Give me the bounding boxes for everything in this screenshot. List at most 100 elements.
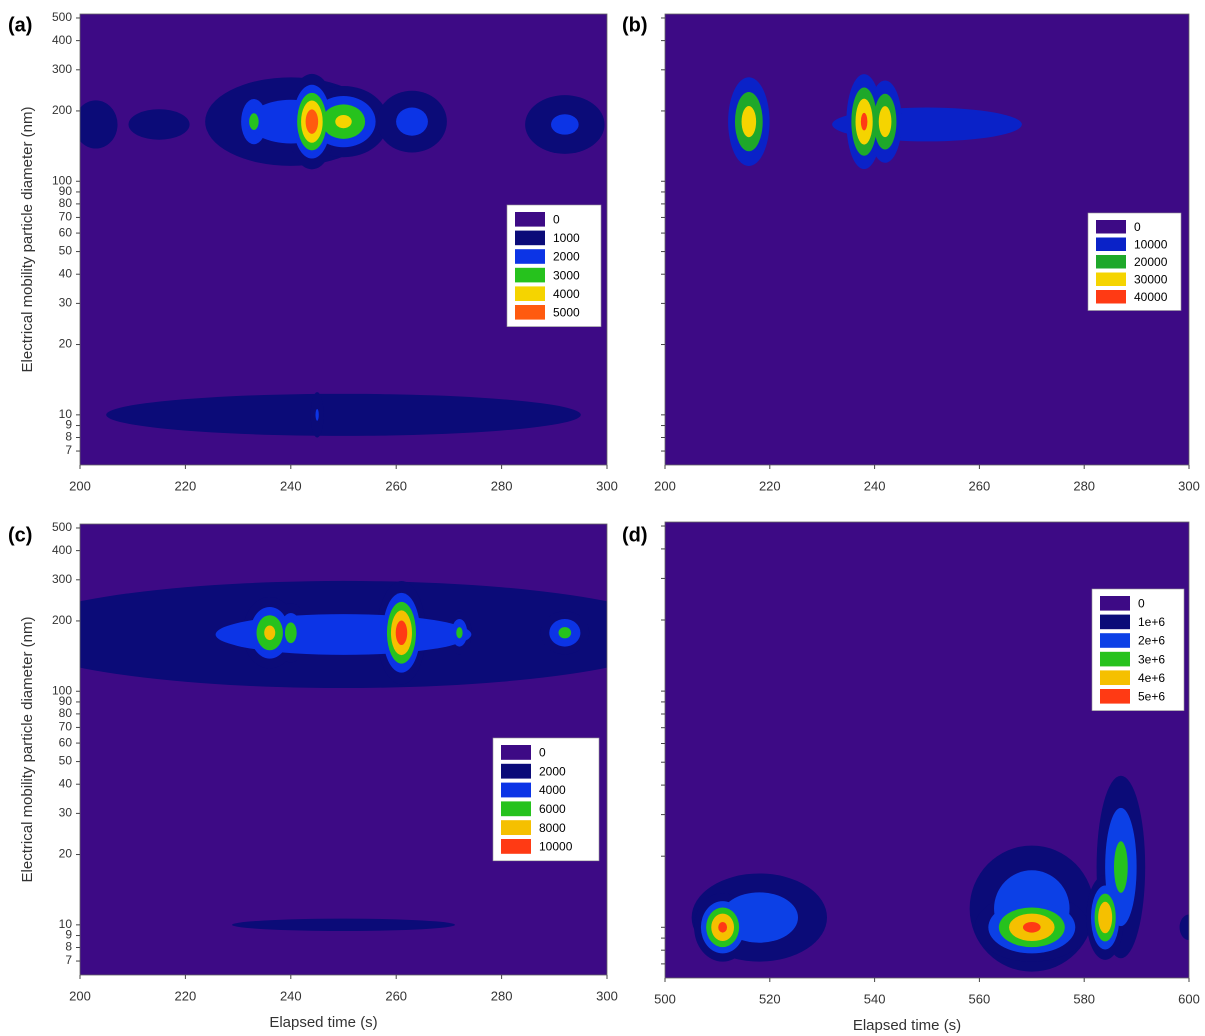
x-tick-label: 560 [969,991,991,1006]
plot-frame [664,521,1190,979]
y-tick-label: 60 [59,225,73,239]
contour-band [878,106,892,138]
legend-swatch [1100,689,1130,704]
legend-swatch [515,212,545,227]
plot-area [80,524,607,975]
y-tick-label: 400 [52,33,72,47]
contour-band [1098,901,1113,934]
y-tick-label: 50 [59,244,73,258]
legend-label: 1e+6 [1138,615,1165,629]
y-tick-label: 20 [59,847,73,861]
x-tick-label: 300 [596,478,618,493]
contour-band [1179,914,1189,941]
chart-panel: 200 220 240 260 280 3007891020304050607080901… [8,520,618,1031]
x-tick-label: 240 [280,478,302,493]
x-tick-label: 260 [385,988,407,1003]
contour-band [315,409,319,421]
y-tick-label: 500 [52,10,72,24]
x-tick-label: 220 [759,478,781,493]
y-tick-label: 70 [59,720,73,734]
panel-label: (a) [8,14,32,36]
y-tick-label: 8 [65,430,72,444]
legend-label: 4000 [553,287,580,301]
legend-swatch [1100,651,1130,667]
y-tick-label: 40 [59,776,73,790]
legend-swatch [515,267,545,283]
y-tick-label: 60 [59,735,73,749]
plot-frame [79,13,608,466]
legend-label: 8000 [539,821,566,835]
contour-band [264,625,276,641]
y-tick-label: 30 [59,296,73,310]
x-tick-label: 540 [864,991,886,1006]
y-tick-label: 200 [52,103,72,117]
legend-label: 2000 [553,250,580,264]
contour-band [232,918,455,932]
y-axis-label: Electrical mobility particle diameter (n… [19,617,36,883]
y-tick-label: 7 [65,953,72,967]
x-tick-label: 300 [1178,478,1200,493]
legend-label: 40000 [1134,290,1168,304]
contour-band [1114,841,1128,893]
legend-swatch [501,801,531,817]
y-tick-label: 8 [65,940,72,954]
y-tick-label: 10 [59,917,73,931]
contour-band [128,109,190,140]
legend-label: 2000 [539,764,566,778]
contour-band [396,107,428,136]
contour-band [456,627,463,639]
legend-label: 0 [1138,596,1145,610]
contour-band [558,627,572,639]
panel-label: (c) [8,524,32,546]
plot-area [665,522,1189,978]
legend-swatch [1096,272,1126,286]
plot-frame [79,523,608,976]
legend-swatch [515,249,545,264]
y-tick-label: 300 [52,572,72,586]
legend-swatch [1100,596,1130,611]
legend-label: 0 [1134,220,1141,234]
legend-swatch [515,230,545,246]
y-tick-label: 80 [59,706,73,720]
legend-label: 0 [553,212,560,226]
y-tick-label: 200 [52,613,72,627]
x-tick-label: 280 [491,988,513,1003]
contour-band [395,620,408,645]
legend-swatch [1096,237,1126,251]
x-tick-label: 240 [280,988,302,1003]
x-axis-label: Elapsed time (s) [269,1014,377,1031]
legend-label: 4e+6 [1138,671,1165,685]
legend-label: 20000 [1134,255,1168,269]
contour-band [741,106,757,138]
contour-band [1022,922,1041,933]
y-tick-label: 90 [59,184,73,198]
chart-panel: 200 220 240 260 280 300 0 10000 20000 30000 40000 (… [622,13,1200,493]
x-tick-label: 280 [491,478,513,493]
contour-band [284,622,297,644]
x-tick-label: 500 [654,991,676,1006]
y-tick-label: 70 [59,210,73,224]
x-tick-label: 300 [596,988,618,1003]
y-tick-label: 50 [59,754,73,768]
legend-label: 3e+6 [1138,652,1165,666]
legend-label: 10000 [1134,237,1168,251]
plot-frame [664,13,1190,466]
contour-band [335,115,352,129]
y-tick-label: 30 [59,806,73,820]
contour-band [551,114,579,135]
legend-swatch [501,745,531,760]
x-tick-label: 260 [969,478,991,493]
legend-swatch [515,286,545,301]
legend-swatch [1100,614,1130,630]
chart-panel: 500 520 540 560 580 600 0 1e+6 2e+6 3e+6 4e+6 5e+6 (… [622,521,1200,1034]
y-tick-label: 100 [52,173,72,187]
y-tick-label: 9 [65,418,72,432]
legend-swatch [515,305,545,320]
x-tick-label: 260 [385,478,407,493]
x-tick-label: 520 [759,991,781,1006]
contour-band [305,109,319,134]
legend-label: 30000 [1134,272,1168,286]
legend-swatch [1096,220,1126,234]
y-tick-label: 90 [59,694,73,708]
